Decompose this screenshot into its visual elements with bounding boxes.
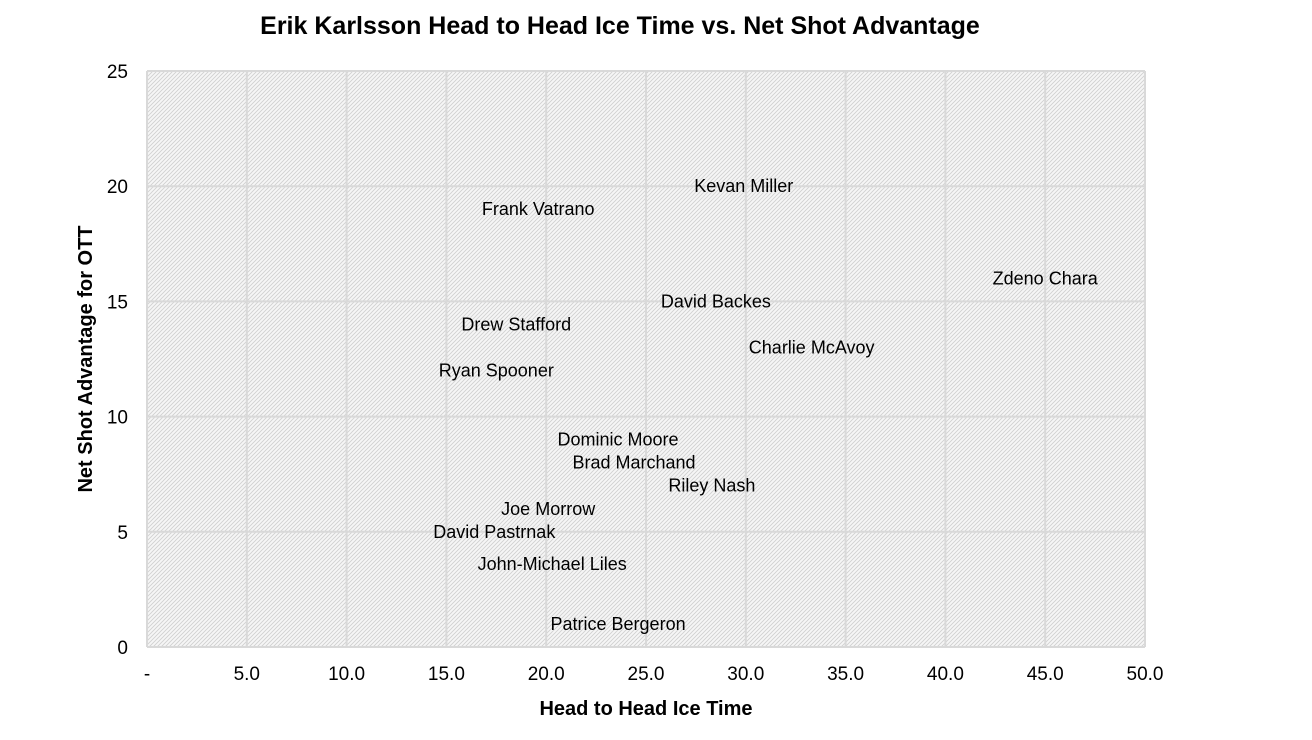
y-tick-label: 15 <box>107 292 128 313</box>
x-axis-label: Head to Head Ice Time <box>539 698 752 720</box>
x-tick-label: 40.0 <box>927 664 964 685</box>
x-tick-label: 20.0 <box>528 664 565 685</box>
y-axis-ticks: 0 5 10 15 20 25 <box>107 62 128 659</box>
data-point-label: Kevan Miller <box>694 176 793 196</box>
data-point-labels: Kevan Miller Frank Vatrano Zdeno Chara Davi… <box>433 176 1098 634</box>
y-tick-label: 10 <box>107 408 128 429</box>
x-tick-label: 50.0 <box>1127 664 1164 685</box>
data-point-label: David Pastrnak <box>433 522 556 542</box>
chart-title: Erik Karlsson Head to Head Ice Time vs. … <box>260 12 980 40</box>
data-point-label: John-Michael Liles <box>478 554 627 574</box>
data-point-label: Patrice Bergeron <box>551 614 686 634</box>
y-tick-label: 5 <box>117 523 128 544</box>
x-tick-label: 10.0 <box>328 664 365 685</box>
data-point-label: Riley Nash <box>668 476 755 496</box>
x-tick-label: 15.0 <box>428 664 465 685</box>
data-point-label: Dominic Moore <box>558 430 679 450</box>
x-tick-label: 35.0 <box>827 664 864 685</box>
x-axis-ticks: - 5.0 10.0 15.0 20.0 25.0 30.0 35.0 40.0 45.0 50.0 <box>144 664 1164 685</box>
x-tick-label: 5.0 <box>234 664 260 685</box>
x-tick-label: 30.0 <box>727 664 764 685</box>
x-tick-label: 25.0 <box>628 664 665 685</box>
data-point-label: Charlie McAvoy <box>749 337 875 357</box>
y-tick-label: 20 <box>107 177 128 198</box>
data-point-label: Drew Stafford <box>461 314 571 334</box>
data-point-label: David Backes <box>661 291 771 311</box>
gridlines <box>146 70 1146 648</box>
data-point-label: Ryan Spooner <box>439 361 554 381</box>
x-tick-label: 45.0 <box>1027 664 1064 685</box>
y-tick-label: 0 <box>117 638 128 659</box>
y-tick-label: 25 <box>107 62 128 83</box>
data-point-label: Zdeno Chara <box>993 268 1099 288</box>
data-point-label: Frank Vatrano <box>482 199 595 219</box>
data-point-label: Brad Marchand <box>572 453 695 473</box>
data-point-label: Joe Morrow <box>501 499 596 519</box>
y-axis-label: Net Shot Advantage for OTT <box>75 225 97 492</box>
x-tick-label: - <box>144 664 150 685</box>
